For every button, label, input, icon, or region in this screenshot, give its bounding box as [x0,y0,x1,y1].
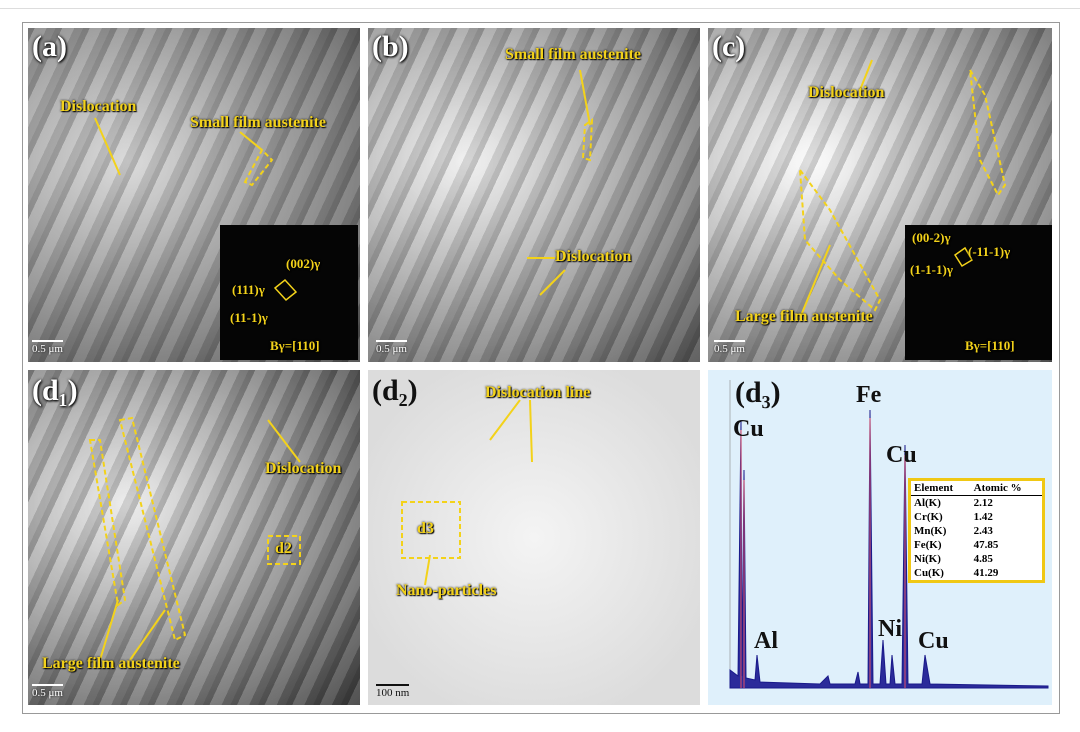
scale-bar: 100 nm [376,684,410,699]
table-row: Al(K) 2.12 [910,496,1044,511]
diffraction-inset [220,225,358,360]
table-row: Cu(K) 41.29 [910,566,1044,582]
peak-label: Fe [856,382,882,408]
annotation: Large film austenite [42,655,180,672]
table-row: Ni(K) 4.85 [910,552,1044,566]
table-cell: 1.42 [973,511,993,523]
peak-label: Al [754,628,778,654]
annotation: Large film austenite [735,308,873,325]
diffraction-label: (11-1)γ [230,310,268,325]
annotation: Small film austenite [190,114,326,131]
panel-label: (d₂) [372,374,418,407]
table-cell: Mn(K) [914,525,947,537]
peak-label: Cu [886,442,917,468]
scale-bar: 0.5 μm [714,340,745,355]
table-cell: Cu(K) [914,567,944,579]
annotation: Small film austenite [505,46,641,63]
zone-axis: Bγ=[110] [965,338,1015,353]
diffraction-label: (00-2)γ [912,230,951,245]
annotation: d2 [275,540,292,557]
panel-label: (d₃) [735,376,781,409]
table-row: Fe(K) 47.85 [910,538,1044,552]
table-cell: Atomic % [973,482,1022,494]
table-cell: 4.85 [973,553,993,565]
table-cell: 41.29 [973,567,999,579]
table-row: Cr(K) 1.42 [910,510,1044,524]
annotation: Nano-particles [396,582,497,599]
spectrum [729,409,1049,689]
table-row: Mn(K) 2.43 [910,524,1044,538]
table-cell: Ni(K) [914,553,941,565]
table-cell: Element [914,482,954,494]
table-header: Element Atomic % [909,480,1044,496]
panel-label: (c) [712,30,746,63]
arrows [88,59,1007,661]
annotation: Dislocation line [485,384,591,401]
diffraction-inset [905,225,1052,360]
diffraction-label: (1-1-1)γ [910,262,953,277]
diffraction-label: (-11-1)γ [968,244,1011,259]
diffraction-label: (111)γ [232,282,265,297]
annotation: Dislocation [60,98,137,115]
zone-axis: Bγ=[110] [270,338,320,353]
table-cell: 47.85 [973,539,999,551]
peak-label: Cu [918,628,949,654]
annotation: d3 [417,520,434,537]
panel-d1 [28,370,360,705]
peak-markers [740,418,906,688]
table-cell: Al(K) [914,497,941,509]
scale-bar: 0.5 μm [32,684,63,699]
divider [0,8,1080,9]
panel-label: (d₁) [32,374,78,407]
table-cell: Cr(K) [914,511,943,523]
panel-b [368,28,700,362]
table-cell: Fe(K) [914,539,942,551]
table-cell: 2.43 [973,525,993,537]
table-cell: 2.12 [973,497,993,509]
peak-label: Cu [733,416,764,442]
scale-bar: 0.5 μm [32,340,63,355]
panel-d2 [368,370,700,705]
annotation: Dislocation [555,248,632,265]
annotation: Dislocation [808,84,885,101]
diffraction-label: (002)γ [286,256,321,271]
eds-table: Element Atomic % Al(K) 2.12 Cr(K) 1.42 Mn(K) 2.… [908,478,1045,583]
scale-bar: 0.5 μm [376,340,407,355]
peak-label: Ni [878,616,902,642]
panel-label: (b) [372,30,409,63]
panel-label: (a) [32,30,67,63]
annotation: Dislocation [265,460,342,477]
